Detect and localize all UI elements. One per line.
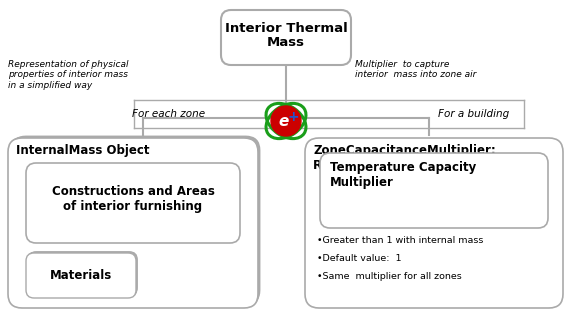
Text: Temperature Capacity
Multiplier: Temperature Capacity Multiplier <box>330 161 476 189</box>
FancyBboxPatch shape <box>29 252 137 295</box>
Text: ZoneCapacitanceMultiplier:
ResearchSpecial Object: ZoneCapacitanceMultiplier: ResearchSpeci… <box>313 144 496 172</box>
Text: For each zone: For each zone <box>133 109 205 119</box>
Text: e: e <box>279 114 289 129</box>
Circle shape <box>271 106 301 136</box>
Text: +: + <box>287 110 299 124</box>
FancyBboxPatch shape <box>8 138 258 308</box>
Text: Constructions and Areas
of interior furnishing: Constructions and Areas of interior furn… <box>51 185 214 213</box>
Text: •Same  multiplier for all zones: •Same multiplier for all zones <box>317 272 462 281</box>
Text: Interior Thermal
Mass: Interior Thermal Mass <box>225 22 347 49</box>
FancyBboxPatch shape <box>12 136 260 304</box>
FancyBboxPatch shape <box>10 137 259 306</box>
Text: InternalMass Object: InternalMass Object <box>16 144 149 157</box>
FancyBboxPatch shape <box>305 138 563 308</box>
FancyBboxPatch shape <box>26 253 136 298</box>
FancyBboxPatch shape <box>26 163 240 243</box>
Text: •Greater than 1 with internal mass: •Greater than 1 with internal mass <box>317 236 483 245</box>
Text: Materials: Materials <box>50 269 112 282</box>
FancyBboxPatch shape <box>27 252 137 297</box>
Text: Representation of physical
properties of interior mass
in a simplified way: Representation of physical properties of… <box>8 60 129 90</box>
Text: Multiplier  to capture
interior  mass into zone air: Multiplier to capture interior mass into… <box>355 60 476 80</box>
Text: •Default value:  1: •Default value: 1 <box>317 254 402 263</box>
Text: For a building: For a building <box>438 109 510 119</box>
FancyBboxPatch shape <box>320 153 548 228</box>
FancyBboxPatch shape <box>221 10 351 65</box>
